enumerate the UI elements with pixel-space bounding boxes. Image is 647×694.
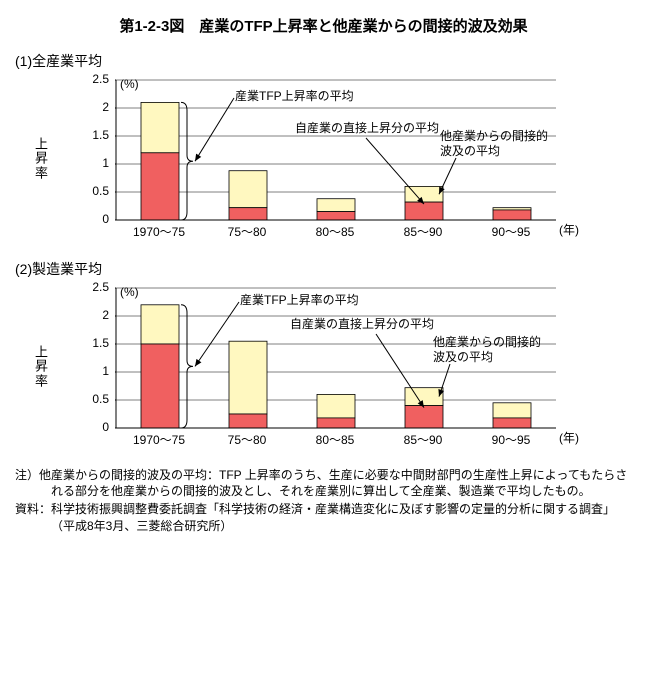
annot-direct: 自産業の直接上昇分の平均 — [290, 317, 434, 332]
xcat-label: 1970～75 — [133, 223, 185, 240]
ytick-label: 1.5 — [79, 336, 109, 350]
ytick-label: 2 — [79, 308, 109, 322]
unit-year: (年) — [559, 221, 579, 238]
ytick-label: 0.5 — [79, 392, 109, 406]
ytick-label: 1.5 — [79, 128, 109, 142]
xcat-label: 85～90 — [404, 223, 443, 240]
chart2: 上昇率 (%) 00.511.522.51970～7575～8080～8585～… — [55, 287, 632, 447]
xcat-label: 85～90 — [404, 431, 443, 448]
xcat-label: 90～95 — [492, 431, 531, 448]
chart1: 上昇率 (%) 00.511.522.51970～7575～8080～8585～… — [55, 79, 632, 239]
xcat-label: 75～80 — [228, 431, 267, 448]
chart2-subtitle: (2)製造業平均 — [15, 259, 632, 279]
xcat-label: 80～85 — [316, 431, 355, 448]
xcat-label: 75～80 — [228, 223, 267, 240]
ytick-label: 0.5 — [79, 184, 109, 198]
ytick-label: 2.5 — [79, 280, 109, 294]
chart1-subtitle: (1)全産業平均 — [15, 51, 632, 71]
footnotes: 注）他産業からの間接的波及の平均：TFP 上昇率のうち、生産に必要な中間財部門の… — [15, 467, 632, 534]
annot-indirect: 他産業からの間接的波及の平均 — [440, 129, 548, 159]
xcat-label: 1970～75 — [133, 431, 185, 448]
note2: 資料：科学技術振興調整費委託調査「科学技術の経済・産業構造変化に及ぼす影響の定量… — [15, 501, 632, 533]
annot-total: 産業TFP上昇率の平均 — [235, 89, 354, 104]
xcat-label: 90～95 — [492, 223, 531, 240]
chart1-ylabel: 上昇率 — [35, 138, 48, 181]
note1: 注）他産業からの間接的波及の平均：TFP 上昇率のうち、生産に必要な中間財部門の… — [15, 467, 632, 499]
annot-indirect: 他産業からの間接的波及の平均 — [433, 335, 541, 365]
ytick-label: 0 — [79, 212, 109, 226]
chart2-plot: 00.511.522.51970～7575～8080～8585～9090～95(… — [115, 287, 555, 447]
ytick-label: 2.5 — [79, 72, 109, 86]
ytick-label: 2 — [79, 100, 109, 114]
xcat-label: 80～85 — [316, 223, 355, 240]
ytick-label: 1 — [79, 156, 109, 170]
annot-direct: 自産業の直接上昇分の平均 — [295, 121, 439, 136]
unit-year: (年) — [559, 429, 579, 446]
chart1-plot: 00.511.522.51970～7575～8080～8585～9090～95(… — [115, 79, 555, 239]
ytick-label: 1 — [79, 364, 109, 378]
ytick-label: 0 — [79, 420, 109, 434]
chart2-ylabel: 上昇率 — [35, 346, 48, 389]
annot-total: 産業TFP上昇率の平均 — [240, 293, 359, 308]
figure-title: 第1-2-3図 産業のTFP上昇率と他産業からの間接的波及効果 — [15, 15, 632, 36]
